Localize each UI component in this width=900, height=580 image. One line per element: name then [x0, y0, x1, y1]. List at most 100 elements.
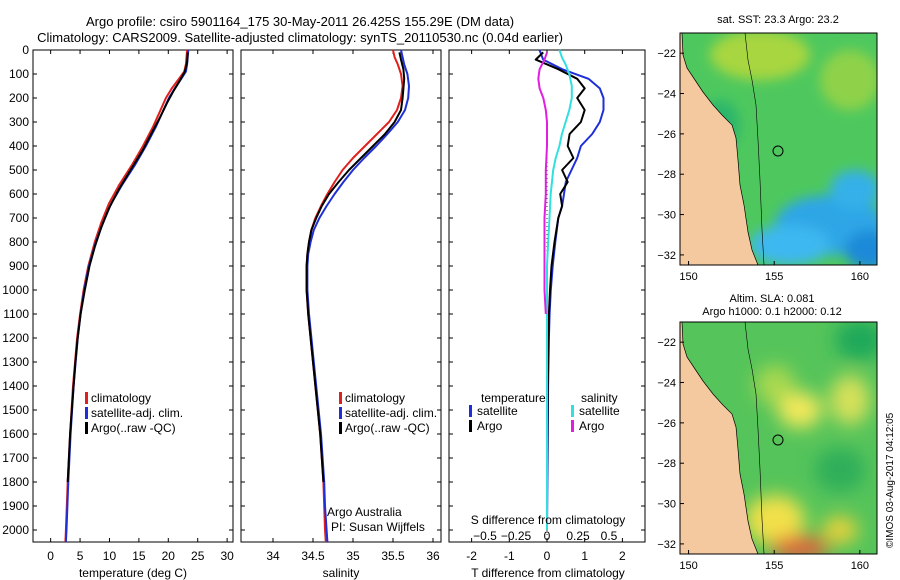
- lat-tick-label: −28: [657, 458, 676, 470]
- pi-label: PI: Susan Wijffels: [331, 520, 425, 534]
- sla-field: [745, 322, 877, 554]
- temperature-panel: 0100200300400500600700800900100011001200…: [2, 43, 234, 580]
- s-tick-label: 0.5: [601, 529, 618, 543]
- depth-tick-label: 2000: [2, 523, 29, 537]
- sst-cool-patch: [830, 170, 877, 210]
- legend-label: Argo(..raw -QC): [345, 421, 430, 435]
- sla-map: [680, 322, 877, 554]
- lon-tick-label: 155: [765, 560, 783, 572]
- lat-tick-label: −26: [657, 129, 676, 141]
- sla-high-patch: [778, 392, 822, 428]
- sla-low-patch: [815, 448, 865, 492]
- lon-tick-label: 160: [851, 560, 869, 572]
- imos-credit: ©IMOS 03-Aug-2017 04:12:05: [885, 412, 896, 548]
- figure-title-line2: Climatology: CARS2009. Satellite-adjuste…: [37, 30, 563, 45]
- x-tick-label: 2: [619, 549, 626, 563]
- sla-high-patch: [822, 516, 858, 544]
- s-tick-label: −0.25: [501, 529, 532, 543]
- depth-tick-label: 0: [22, 43, 29, 57]
- depth-tick-label: 700: [9, 211, 29, 225]
- sla-argo-location-marker: [772, 434, 784, 446]
- legend-swatch: [469, 420, 472, 432]
- s-tick-label: −0.5: [473, 529, 497, 543]
- x-tick-label: 35: [346, 549, 360, 563]
- legend-label: satellite: [579, 404, 620, 418]
- depth-tick-label: 1000: [2, 283, 29, 297]
- x-tick-label: 30: [220, 549, 234, 563]
- series-line-t-argo: [534, 51, 586, 483]
- legend-swatch: [571, 405, 574, 417]
- sst-map-frame: [679, 32, 878, 266]
- sst-map: [680, 33, 877, 265]
- difference-series: [534, 49, 605, 531]
- sla-depth-contour: [744, 322, 765, 554]
- lat-tick-label: −30: [657, 210, 676, 222]
- sla-high-patch: [745, 495, 805, 545]
- x-tick-label: 5: [77, 549, 84, 563]
- legend-label: climatology: [345, 391, 405, 405]
- legend-label: satellite-adj. clim.: [91, 406, 183, 420]
- depth-tick-label: 100: [9, 67, 29, 81]
- lat-tick-label: −30: [657, 499, 676, 511]
- difference-legend: temperaturesatelliteArgosalinitysatellit…: [469, 391, 620, 433]
- legend-title-temperature: temperature: [481, 391, 546, 405]
- salinity-plot-frame: [240, 49, 442, 543]
- depth-tick-label: 1100: [3, 307, 29, 321]
- s-difference-label: S difference from climatology: [471, 513, 626, 527]
- sla-map-frame: [679, 321, 878, 555]
- depth-tick-label: 1300: [2, 355, 29, 369]
- series-line-s-satellite: [546, 49, 573, 530]
- lat-tick-label: −28: [657, 169, 676, 181]
- legend-label: satellite: [477, 404, 518, 418]
- difference-axis: -2 -1 0 1 2 −0.5 −0.25 0 0.25 0.5: [449, 49, 645, 563]
- lat-tick-label: −26: [657, 418, 676, 430]
- legend-swatch: [339, 407, 342, 419]
- argo-australia-label: Argo Australia: [327, 505, 402, 519]
- x-tick-label: -2: [466, 549, 477, 563]
- lon-tick-label: 160: [851, 271, 869, 283]
- depth-tick-label: 1400: [2, 379, 29, 393]
- legend-label: climatology: [91, 391, 151, 405]
- legend-label: satellite-adj. clim.: [345, 406, 437, 420]
- sla-land-australia: [680, 322, 759, 554]
- sst-cool-patch: [845, 230, 877, 265]
- sst-warm-patch: [820, 50, 877, 110]
- sst-argo-location-marker: [772, 145, 784, 157]
- sst-field: [700, 33, 877, 265]
- salinity-axis: 34 34.5 35 35.5 36: [241, 49, 441, 563]
- depth-tick-label: 1500: [2, 403, 29, 417]
- lon-tick-label: 155: [765, 271, 783, 283]
- lat-tick-label: −32: [657, 539, 676, 551]
- depth-tick-label: 1200: [2, 331, 29, 345]
- sst-cool-patch: [750, 225, 830, 265]
- sst-map-title: sat. SST: 23.3 Argo: 23.2: [717, 14, 839, 26]
- x-tick-label: 36: [426, 549, 440, 563]
- depth-axis: 0 100 200 300 400 500 600 700 800 900 1000 1100 1200…: [2, 43, 37, 537]
- figure-title-line1: Argo profile: csiro 5901164_175 30-May-2…: [86, 14, 514, 29]
- difference-panel: -2 -1 0 1 2−0.5 −0.25 0 0.25 0.5 temperaturesate…: [448, 49, 646, 580]
- legend-swatch: [339, 422, 342, 434]
- legend-title-salinity: salinity: [581, 391, 618, 405]
- t-difference-xlabel: T difference from climatology: [471, 566, 625, 580]
- salinity-xlabel: salinity: [323, 566, 360, 580]
- sla-high-patch: [755, 365, 795, 405]
- lon-tick-label: 150: [679, 560, 697, 572]
- x-tick-label: 0: [47, 549, 54, 563]
- temperature-axis: 0 5 10 15 20 25 30: [47, 49, 234, 563]
- legend-label: Argo: [579, 419, 605, 433]
- sla-title-line1: Altim. SLA: 0.081: [730, 293, 815, 305]
- depth-tick-label: 1600: [2, 427, 29, 441]
- sst-warm-patch: [710, 33, 810, 80]
- depth-tick-label: 200: [9, 91, 29, 105]
- depth-tick-label: 400: [9, 139, 29, 153]
- legend-swatch: [469, 405, 472, 417]
- salinity-series: [305, 49, 410, 543]
- sla-title-line2: Argo h1000: 0.1 h2000: 0.12: [702, 306, 841, 318]
- depth-tick-label: 300: [9, 115, 29, 129]
- legend-swatch: [339, 392, 342, 404]
- x-tick-label: 34.5: [301, 549, 325, 563]
